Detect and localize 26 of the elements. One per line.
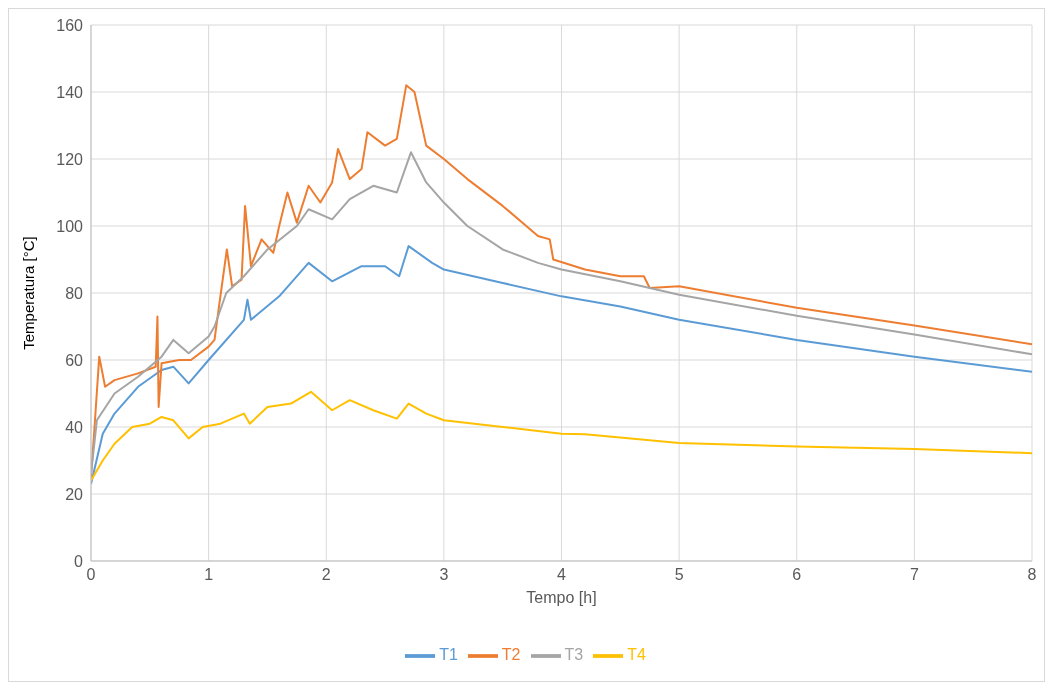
line-series — [91, 245, 1032, 485]
legend-label: T1 — [439, 646, 458, 664]
y-tick-label: 80 — [65, 284, 84, 302]
x-tick-label: 4 — [557, 566, 567, 584]
x-tick-label: 0 — [86, 566, 96, 584]
legend-label: T4 — [627, 646, 646, 664]
y-tick-label: 140 — [56, 83, 84, 101]
y-tick-label: 100 — [56, 217, 84, 235]
line-series — [91, 390, 1032, 482]
x-axis-title: Tempo [h] — [526, 589, 597, 606]
y-axis-title: Temperatura [°C] — [20, 236, 38, 350]
x-tick-label: 2 — [321, 566, 331, 584]
x-tick-label: 7 — [909, 566, 919, 584]
y-tick-label: 60 — [65, 351, 84, 369]
x-tick-label: 6 — [792, 566, 802, 584]
y-tick-label: 20 — [65, 485, 84, 503]
y-tick-label: 0 — [74, 552, 84, 570]
y-tick-label: 160 — [56, 16, 84, 34]
legend-label: T3 — [564, 646, 584, 664]
x-tick-label: 3 — [439, 566, 449, 584]
y-tick-label: 120 — [56, 150, 84, 168]
x-tick-label: 5 — [674, 566, 684, 584]
x-tick-label: 1 — [204, 566, 214, 584]
y-tick-label: 40 — [65, 418, 84, 436]
legend-label: T2 — [501, 646, 521, 664]
x-tick-label: 8 — [1027, 566, 1037, 584]
